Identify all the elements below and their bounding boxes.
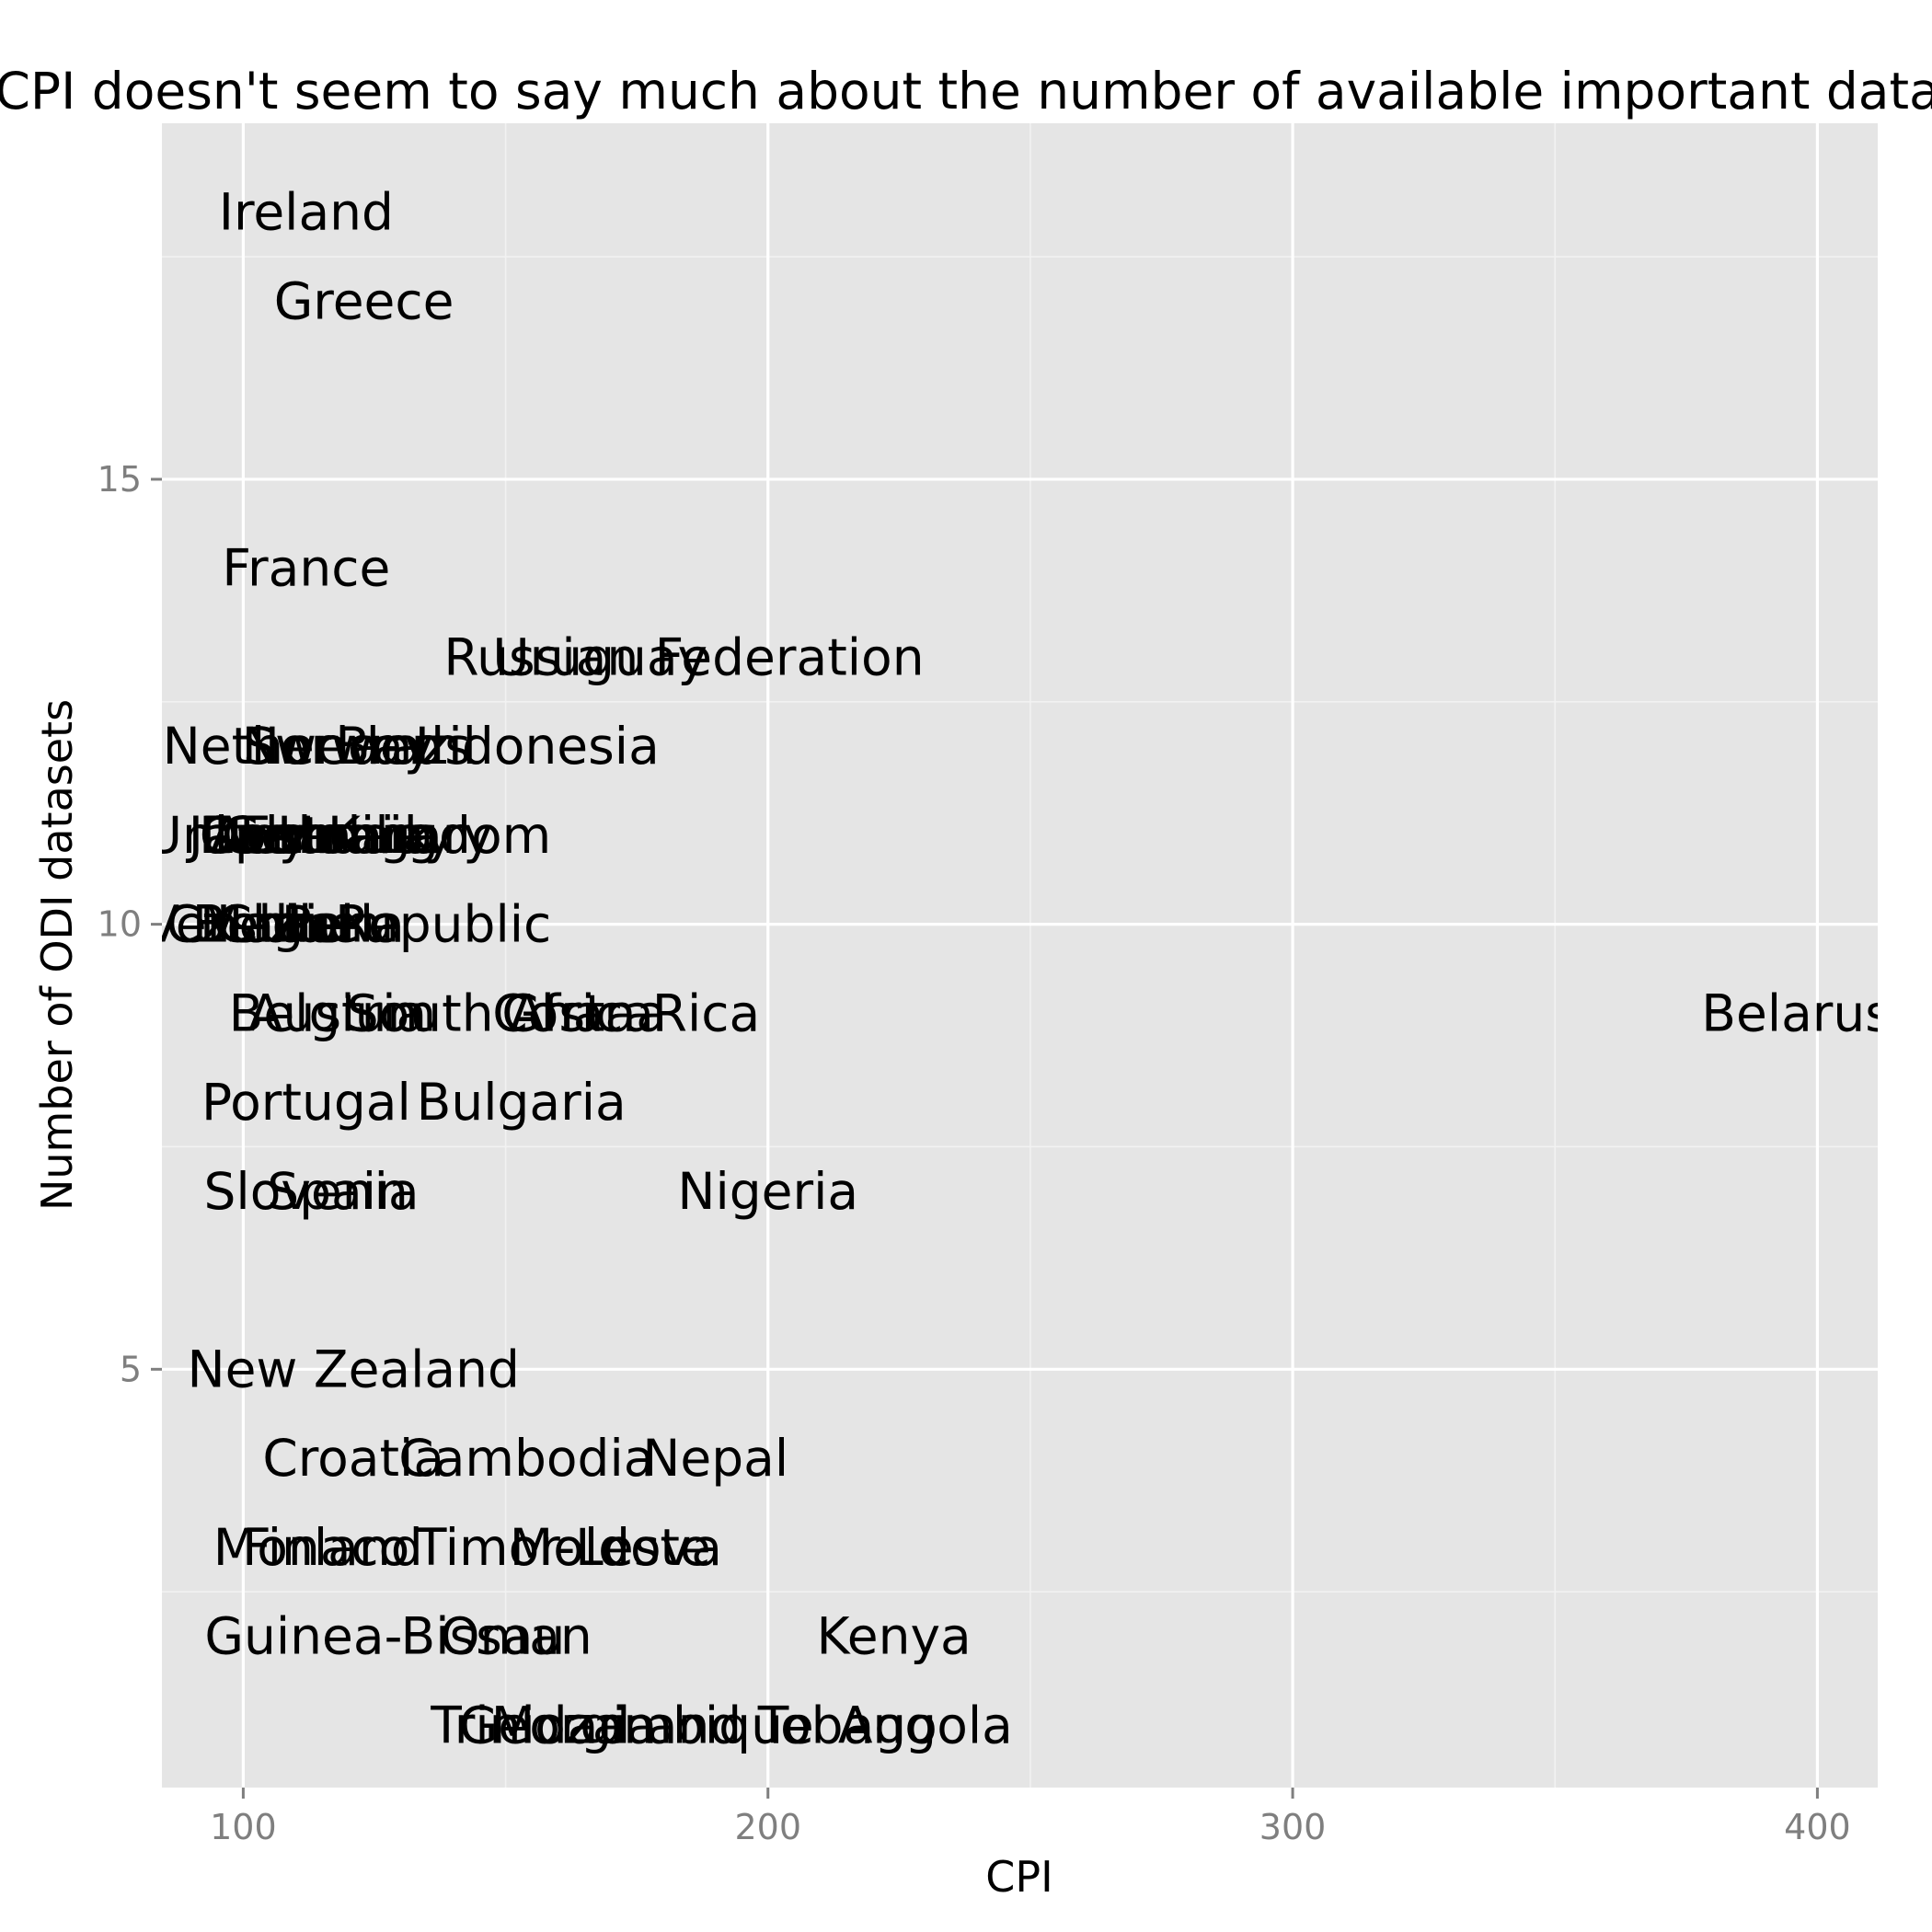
- y-tick-label: 5: [120, 1349, 142, 1389]
- point-label: Oman: [440, 1607, 592, 1666]
- point-label: Nepal: [642, 1429, 788, 1488]
- point-label: Angola: [838, 1696, 1013, 1754]
- x-axis-title: CPI: [985, 1852, 1052, 1902]
- x-tick-label: 100: [210, 1807, 277, 1847]
- point-label: Croatia: [262, 1429, 444, 1488]
- point-label: Brazil: [335, 717, 476, 776]
- y-axis-title: Number of ODI datasets: [32, 699, 82, 1211]
- point-label: Guinea-Bissau: [204, 1607, 565, 1666]
- y-tick-label: 10: [98, 904, 142, 945]
- point-label: Belgium: [192, 895, 399, 954]
- chart-title: CPI doesn't seem to say much about the n…: [0, 62, 1932, 121]
- point-label: Slovenia: [204, 1162, 420, 1221]
- point-label: Peru: [282, 895, 395, 954]
- point-label: Moldova: [510, 1518, 722, 1577]
- point-label: Belgium: [229, 983, 436, 1042]
- point-label: Greece: [274, 271, 454, 330]
- point-label: Monaco: [213, 1518, 410, 1577]
- data-points: Ireland Greece France Russian FederationUru…: [144, 183, 1892, 1755]
- point-label: South Africa: [347, 983, 654, 1042]
- point-label: Venezuela: [144, 895, 404, 954]
- point-label: Germany: [222, 806, 454, 865]
- x-tick-label: 300: [1259, 1807, 1327, 1847]
- point-label: Hungary: [277, 806, 493, 865]
- point-label: Finland: [242, 1518, 423, 1577]
- point-label: Belarus: [1701, 983, 1892, 1042]
- point-label: Russian Federation: [443, 627, 924, 686]
- point-label: Malta: [200, 895, 339, 954]
- point-label: Australia: [210, 806, 433, 865]
- point-label: United Kingdom: [145, 806, 551, 865]
- major-gridlines: [162, 123, 1878, 1788]
- point-label: Estonia: [239, 806, 425, 865]
- point-label: Canada: [200, 806, 392, 865]
- point-label: Portugal: [201, 1073, 411, 1132]
- point-label: Norway: [242, 717, 434, 776]
- point-label: Chile: [216, 895, 343, 954]
- point-label: Ghana: [501, 983, 667, 1042]
- point-label: Austria: [248, 983, 427, 1042]
- point-label: Israel: [216, 895, 354, 954]
- point-label: Italy: [199, 806, 308, 865]
- minor-gridlines: [162, 123, 1878, 1788]
- point-label: Cambodia: [398, 1429, 654, 1488]
- point-label: Kenya: [816, 1607, 971, 1666]
- x-tick-label: 400: [1784, 1807, 1851, 1847]
- x-tick-label: 200: [734, 1807, 801, 1847]
- point-label: Ireland: [219, 183, 394, 242]
- point-label: Denmark: [201, 806, 433, 865]
- point-label: Georgia: [459, 1696, 658, 1754]
- point-label: Timor-Leste: [415, 1518, 711, 1577]
- point-label: Mozambique: [491, 1696, 814, 1754]
- y-tick-label: 15: [98, 459, 142, 500]
- point-label: France: [222, 539, 390, 598]
- point-label: Indonesia: [415, 717, 660, 776]
- point-label: Czech Republic: [166, 895, 551, 954]
- point-label: Netherlands: [163, 717, 471, 776]
- point-label: Spain: [267, 1162, 408, 1221]
- point-label: Japan: [186, 806, 329, 865]
- point-label: Sweden: [243, 717, 443, 776]
- point-label: Nigeria: [677, 1162, 858, 1221]
- point-label: Trinidad and Tobago: [430, 1696, 937, 1754]
- point-label: New Zealand: [187, 1340, 519, 1398]
- plot-panel: [162, 123, 1878, 1788]
- point-label: Uruguay: [492, 627, 707, 686]
- axis-ticks: 100 200 300 400 5 10 15: [98, 459, 1851, 1847]
- point-label: Bulgaria: [417, 1073, 627, 1132]
- point-label: Costa Rica: [492, 983, 760, 1042]
